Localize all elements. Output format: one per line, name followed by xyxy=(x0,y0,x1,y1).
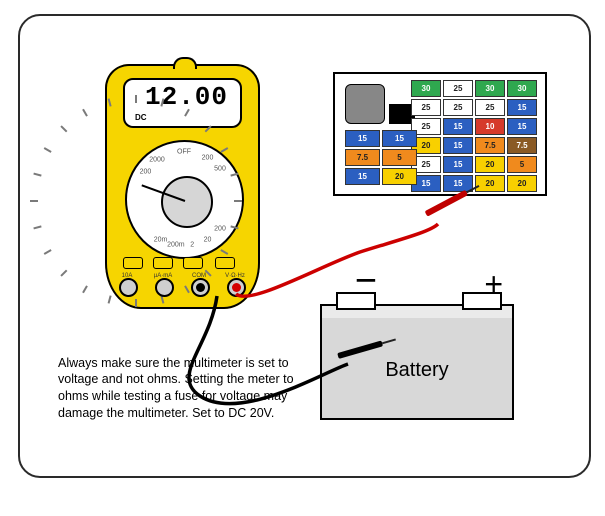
fuse: 15 xyxy=(382,130,417,147)
fuse: 15 xyxy=(507,99,537,116)
fuse-grid-right: 30253030252525152515101520157.57.5251520… xyxy=(411,80,537,188)
fuse: 5 xyxy=(507,156,537,173)
jack-com xyxy=(191,278,210,297)
battery-terminal-neg xyxy=(336,292,376,310)
fuse: 30 xyxy=(475,80,505,97)
fuse: 20 xyxy=(382,168,417,185)
jack-ua xyxy=(155,278,174,297)
relay-block xyxy=(345,84,385,124)
fuse: 15 xyxy=(443,137,473,154)
fuse: 15 xyxy=(345,130,380,147)
dial: OFF200500200202200m20m2002000 xyxy=(125,140,244,259)
fuse: 15 xyxy=(443,156,473,173)
fuse: 7.5 xyxy=(345,149,380,166)
battery: Battery xyxy=(320,316,514,420)
fuse: 5 xyxy=(382,149,417,166)
jack-10a xyxy=(119,278,138,297)
lcd: DC 12.00 xyxy=(123,78,242,128)
fuse: 20 xyxy=(475,175,505,192)
fuse: 30 xyxy=(411,80,441,97)
fuse: 30 xyxy=(507,80,537,97)
lcd-mode: DC xyxy=(135,114,147,122)
fuse: 15 xyxy=(443,175,473,192)
fuse: 25 xyxy=(443,80,473,97)
fuse: 20 xyxy=(507,175,537,192)
fuse: 25 xyxy=(411,99,441,116)
fuse: 25 xyxy=(443,99,473,116)
fuse: 25 xyxy=(475,99,505,116)
battery-label: Battery xyxy=(322,360,512,380)
fuse-box: 30253030252525152515101520157.57.5251520… xyxy=(333,72,547,196)
fuse: 15 xyxy=(507,118,537,135)
fuse-grid-left: 15157.551520 xyxy=(345,130,417,186)
multimeter: DC 12.00 OFF200500200202200m20m2002000 1… xyxy=(105,64,260,309)
fuse: 20 xyxy=(475,156,505,173)
dial-knob xyxy=(161,176,213,228)
fuse: 15 xyxy=(443,118,473,135)
lcd-reading: 12.00 xyxy=(145,84,228,110)
hang-loop xyxy=(173,57,197,69)
battery-terminal-pos xyxy=(462,292,502,310)
jack-vohm xyxy=(227,278,246,297)
fuse: 10 xyxy=(475,118,505,135)
fuse: 7.5 xyxy=(475,137,505,154)
rounded-frame: DC 12.00 OFF200500200202200m20m2002000 1… xyxy=(18,14,591,478)
diagram-root: DC 12.00 OFF200500200202200m20m2002000 1… xyxy=(0,0,605,500)
instruction-caption: Always make sure the multimeter is set t… xyxy=(58,355,316,423)
fuse: 7.5 xyxy=(507,137,537,154)
fuse: 15 xyxy=(345,168,380,185)
